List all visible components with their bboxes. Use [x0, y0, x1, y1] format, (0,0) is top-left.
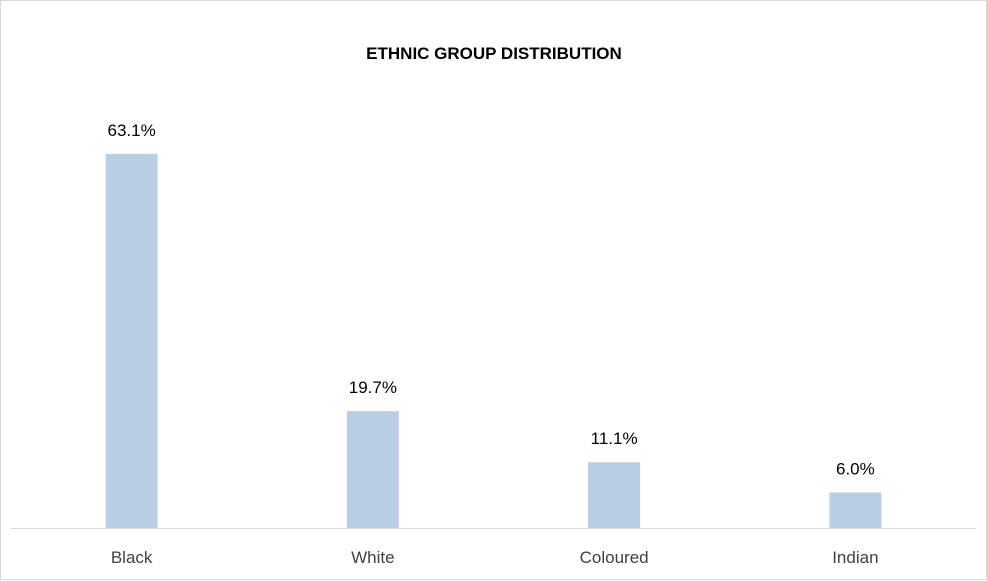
bar-black	[105, 153, 158, 528]
data-labels-layer: 63.1% 19.7% 11.1% 6.0%	[108, 121, 875, 479]
category-labels-layer: Black White Coloured Indian	[111, 548, 879, 567]
data-label-coloured: 11.1%	[591, 429, 638, 448]
data-label-white: 19.7%	[349, 378, 397, 397]
category-label-white: White	[351, 548, 394, 567]
bars-layer	[105, 153, 882, 528]
data-label-indian: 6.0%	[836, 459, 875, 478]
data-label-black: 63.1%	[108, 121, 156, 140]
bar-indian	[829, 492, 882, 528]
category-label-black: Black	[111, 548, 153, 567]
bar-coloured	[588, 462, 641, 528]
category-label-coloured: Coloured	[580, 548, 649, 567]
bar-white	[346, 411, 399, 528]
chart-title: ETHNIC GROUP DISTRIBUTION	[366, 44, 622, 63]
category-label-indian: Indian	[832, 548, 878, 567]
